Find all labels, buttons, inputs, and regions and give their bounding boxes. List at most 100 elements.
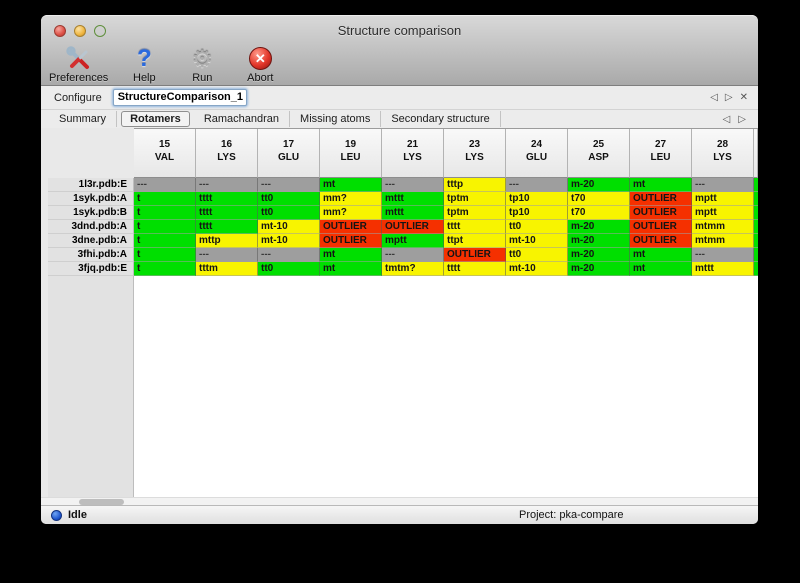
tab-secondary-structure[interactable]: Secondary structure xyxy=(381,111,501,127)
rotamer-cell[interactable]: OUTLIER xyxy=(630,220,692,234)
rotamer-cell[interactable]: mt-10 xyxy=(506,234,568,248)
scrollbar-thumb[interactable] xyxy=(79,499,124,505)
rotamer-table: 15 VAL 16 LYS 17 GLU 19 LEU 21 LYS 23 LYS 24 GLU 25 ASP… xyxy=(41,128,758,497)
rotamer-cell[interactable]: --- xyxy=(134,178,196,192)
rotamer-cell[interactable]: m-20 xyxy=(568,220,630,234)
configure-input[interactable]: StructureComparison_1 xyxy=(112,89,247,106)
rotamer-cell[interactable]: t70 xyxy=(568,192,630,206)
tab-summary[interactable]: Summary xyxy=(49,111,118,127)
configure-label: Configure xyxy=(54,91,102,104)
prev-tab-icon[interactable]: ◁ xyxy=(722,113,731,125)
rotamer-cell[interactable]: m-20 xyxy=(568,248,630,262)
rotamer-cell-clipped xyxy=(754,206,758,220)
rotamer-cell[interactable]: mt xyxy=(320,262,382,276)
tabs-nav: ◁ ▷ xyxy=(723,114,746,125)
rotamer-cell[interactable]: tt0 xyxy=(258,262,320,276)
rotamer-cell[interactable]: --- xyxy=(506,178,568,192)
rotamer-cell[interactable]: --- xyxy=(382,248,444,262)
rotamer-cell[interactable]: OUTLIER xyxy=(630,192,692,206)
rotamer-cell[interactable]: tmtm? xyxy=(382,262,444,276)
configure-row: Configure StructureComparison_1 ◁ ▷ ✕ xyxy=(41,86,758,110)
rotamer-cell[interactable]: --- xyxy=(692,178,754,192)
rotamer-cell[interactable]: mttt xyxy=(692,262,754,276)
rotamer-cell[interactable]: OUTLIER xyxy=(382,220,444,234)
rotamer-cell[interactable]: tttt xyxy=(196,192,258,206)
rotamer-cell[interactable]: mt xyxy=(630,248,692,262)
next-config-icon[interactable]: ▷ xyxy=(724,92,733,103)
rotamer-cell[interactable]: OUTLIER xyxy=(630,206,692,220)
rotamer-cell[interactable]: t xyxy=(134,248,196,262)
rotamer-cell[interactable]: mtmm xyxy=(692,234,754,248)
rotamer-cell[interactable]: tttt xyxy=(196,206,258,220)
rotamer-cell[interactable]: mt xyxy=(320,248,382,262)
rotamer-cell[interactable]: tttm xyxy=(196,262,258,276)
rotamer-cell[interactable]: --- xyxy=(258,248,320,262)
rotamer-cell[interactable]: OUTLIER xyxy=(320,234,382,248)
column-header: 16 LYS xyxy=(196,129,258,178)
rotamer-cell[interactable]: mt xyxy=(630,178,692,192)
rotamer-cell[interactable]: OUTLIER xyxy=(630,234,692,248)
rotamer-cell[interactable]: t xyxy=(134,192,196,206)
rotamer-cell[interactable]: t xyxy=(134,262,196,276)
zoom-window-button[interactable] xyxy=(94,25,106,37)
rotamer-cell[interactable]: mttt xyxy=(382,206,444,220)
rotamer-cell[interactable]: tptm xyxy=(444,206,506,220)
rotamer-cell-clipped xyxy=(754,192,758,206)
rotamer-cell[interactable]: mm? xyxy=(320,206,382,220)
rotamer-cell[interactable]: mm? xyxy=(320,192,382,206)
rotamer-cell[interactable]: mptt xyxy=(692,192,754,206)
rotamer-cell[interactable]: mtmm xyxy=(692,220,754,234)
rotamer-cell[interactable]: --- xyxy=(196,248,258,262)
next-tab-icon[interactable]: ▷ xyxy=(738,113,746,125)
rotamer-cell[interactable]: mptt xyxy=(692,206,754,220)
rotamer-cell[interactable]: OUTLIER xyxy=(444,248,506,262)
help-button[interactable]: ? Help xyxy=(122,43,166,86)
rotamer-cell[interactable]: mt xyxy=(320,178,382,192)
rotamer-cell[interactable]: --- xyxy=(382,178,444,192)
rotamer-cell[interactable]: t xyxy=(134,206,196,220)
rotamer-cell[interactable]: mttt xyxy=(382,192,444,206)
rotamer-cell[interactable]: tttt xyxy=(444,220,506,234)
rotamer-cell[interactable]: tt0 xyxy=(258,192,320,206)
rotamer-cell[interactable]: mptt xyxy=(382,234,444,248)
rotamer-cell[interactable]: tp10 xyxy=(506,206,568,220)
rotamer-cell[interactable]: mt-10 xyxy=(258,234,320,248)
rotamer-cell[interactable]: m-20 xyxy=(568,262,630,276)
column-header: 21 LYS xyxy=(382,129,444,178)
rotamer-cell[interactable]: tt0 xyxy=(506,248,568,262)
abort-icon: ✕ xyxy=(248,47,272,70)
close-window-button[interactable] xyxy=(54,25,66,37)
rotamer-cell[interactable]: mttp xyxy=(196,234,258,248)
prev-config-icon[interactable]: ◁ xyxy=(710,92,718,103)
column-header: 25 ASP xyxy=(568,129,630,178)
tab-rotamers[interactable]: Rotamers xyxy=(121,111,190,127)
rotamer-cell[interactable]: tttt xyxy=(444,262,506,276)
preferences-button[interactable]: Preferences xyxy=(49,43,108,86)
rotamer-cell[interactable]: m-20 xyxy=(568,178,630,192)
rotamer-cell[interactable]: t xyxy=(134,220,196,234)
rotamer-cell[interactable]: tp10 xyxy=(506,192,568,206)
rotamer-cell[interactable]: --- xyxy=(692,248,754,262)
rotamer-cell[interactable]: mt-10 xyxy=(506,262,568,276)
rotamer-cell[interactable]: --- xyxy=(196,178,258,192)
rotamer-cell[interactable]: --- xyxy=(258,178,320,192)
rotamer-cell[interactable]: tt0 xyxy=(258,206,320,220)
status-text: Idle xyxy=(68,509,87,521)
abort-button[interactable]: ✕ Abort xyxy=(238,43,282,86)
rotamer-cell[interactable]: tptm xyxy=(444,192,506,206)
run-button[interactable]: ⚙ Run xyxy=(180,43,224,86)
minimize-window-button[interactable] xyxy=(74,25,86,37)
rotamer-cell[interactable]: mt-10 xyxy=(258,220,320,234)
rotamer-cell[interactable]: tttp xyxy=(444,178,506,192)
rotamer-cell[interactable]: OUTLIER xyxy=(320,220,382,234)
rotamer-cell[interactable]: tttt xyxy=(196,220,258,234)
close-config-icon[interactable]: ✕ xyxy=(739,92,748,103)
tab-ramachandran[interactable]: Ramachandran xyxy=(194,111,291,127)
tab-missing-atoms[interactable]: Missing atoms xyxy=(290,111,382,127)
rotamer-cell[interactable]: mt xyxy=(630,262,692,276)
rotamer-cell[interactable]: m-20 xyxy=(568,234,630,248)
rotamer-cell[interactable]: tt0 xyxy=(506,220,568,234)
rotamer-cell[interactable]: t xyxy=(134,234,196,248)
rotamer-cell[interactable]: t70 xyxy=(568,206,630,220)
rotamer-cell[interactable]: ttpt xyxy=(444,234,506,248)
